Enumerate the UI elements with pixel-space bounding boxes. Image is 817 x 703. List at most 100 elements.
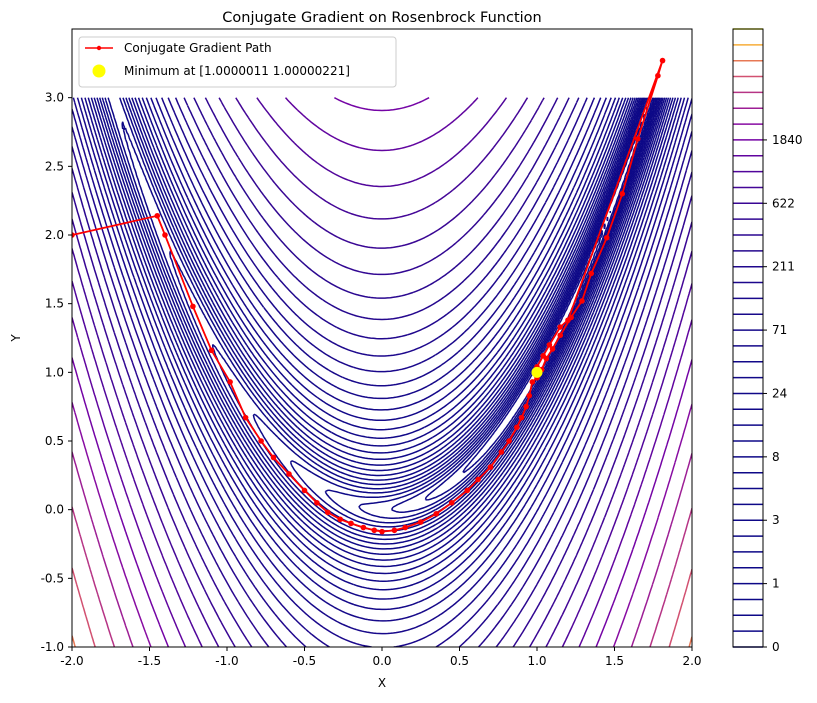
path-point: [337, 516, 343, 523]
y-tick-label: 2.5: [45, 159, 64, 173]
colorbar-tick-label: 8: [772, 450, 780, 464]
contour-line: [72, 97, 692, 647]
x-tick-label: 0.0: [372, 654, 391, 668]
y-tick-label: 3.0: [45, 91, 64, 105]
contour-line: [84, 97, 682, 611]
path-point: [154, 212, 161, 219]
y-tick-label: -1.0: [41, 640, 64, 654]
x-tick-label: -2.0: [60, 654, 83, 668]
contour-line: [72, 97, 692, 647]
legend-box: [78, 36, 397, 88]
path-point: [506, 438, 512, 444]
path-point: [557, 332, 564, 339]
x-axis: -2.0 -1.5 -1.0 -0.5 0.0 0.5 1.0 1.5 2.0: [60, 647, 702, 668]
path-point: [529, 379, 536, 385]
colorbar-tick-label: 622: [772, 196, 795, 210]
colorbar-tick-label: 1840: [772, 133, 803, 147]
contour-line: [72, 506, 692, 647]
path-point: [190, 303, 196, 310]
x-tick-label: 2.0: [682, 654, 701, 668]
y-tick-label: 1.0: [45, 365, 64, 379]
path-point: [324, 509, 331, 516]
contour-line: [72, 97, 692, 647]
y-tick-label: 2.0: [45, 228, 64, 242]
path-point: [514, 424, 520, 431]
x-tick-label: -1.0: [215, 654, 238, 668]
contour-line: [101, 97, 668, 561]
path-point: [270, 454, 277, 461]
path-point: [557, 324, 564, 330]
path-point: [391, 527, 398, 534]
contour-line: [72, 567, 692, 647]
path-point: [526, 392, 533, 399]
path-point: [487, 464, 494, 470]
path-point: [162, 232, 168, 238]
path-point: [448, 500, 455, 506]
contour-line: [72, 97, 692, 647]
path-point: [348, 520, 354, 527]
y-tick-label: 0.0: [45, 503, 64, 517]
path-point: [227, 379, 233, 385]
path-point: [588, 270, 595, 277]
path-point: [286, 471, 292, 477]
legend-minimum-marker: [92, 64, 106, 78]
path-point: [208, 347, 215, 354]
y-tick-label: -0.5: [41, 571, 64, 585]
colorbar-frame: [732, 28, 764, 648]
path-point: [523, 403, 529, 410]
contour-line: [87, 97, 679, 600]
contour-line: [107, 97, 664, 550]
path-point: [579, 298, 585, 304]
x-tick-label: 0.5: [450, 654, 469, 668]
path-point: [603, 234, 610, 241]
contour-line: [76, 97, 689, 635]
contour-line: [324, 97, 657, 524]
minimum-marker: [531, 366, 543, 378]
x-tick-label: -0.5: [293, 654, 316, 668]
colorbar-tick-label: 24: [772, 386, 787, 400]
path-point: [464, 487, 471, 494]
contour-layer: [72, 97, 692, 647]
path-point: [371, 527, 378, 534]
contour-line: [72, 97, 692, 647]
path-point: [565, 317, 571, 323]
contour-line: [169, 97, 661, 541]
contour-line: [80, 97, 686, 622]
contour-line: [93, 97, 674, 582]
contour-line: [72, 97, 692, 647]
contour-line: [211, 97, 660, 536]
path-point: [301, 487, 308, 494]
colorbar-tick-label: 1: [772, 577, 780, 591]
path-point: [417, 519, 424, 525]
contour-line: [98, 97, 670, 568]
path-point: [518, 414, 525, 421]
legend-path-marker: [96, 45, 102, 51]
colorbar-tick-label: 0: [772, 640, 780, 654]
contour-line: [104, 97, 666, 556]
contour-line: [72, 97, 692, 647]
y-axis-label: Y: [9, 334, 23, 343]
path-point: [549, 346, 556, 352]
path-point: [433, 510, 440, 517]
path-point: [475, 476, 481, 483]
colorbar-tick-label: 71: [772, 323, 787, 337]
colorbar: 0 1 3 8 24 71 211 622 1840: [732, 28, 803, 654]
path-layer: [72, 57, 666, 535]
path-point: [242, 414, 249, 421]
legend-path-label: Conjugate Gradient Path: [124, 41, 272, 55]
path-point: [619, 191, 626, 197]
contour-line: [72, 402, 692, 647]
path-point: [655, 72, 661, 79]
contour-line: [72, 97, 692, 647]
contour-line: [90, 97, 677, 591]
contour-line: [72, 97, 692, 647]
colorbar-tick-label: 3: [772, 513, 780, 527]
contour-line: [72, 97, 692, 647]
contour-line: [289, 97, 658, 528]
legend-minimum-label: Minimum at [1.0000011 1.00000221]: [124, 64, 350, 78]
contour-line: [96, 97, 672, 575]
path-point: [360, 524, 367, 531]
y-axis: -1.0 -0.5 0.0 0.5 1.0 1.5 2.0 2.5 3.0: [41, 91, 72, 654]
colorbar-tick-label: 211: [772, 260, 795, 274]
